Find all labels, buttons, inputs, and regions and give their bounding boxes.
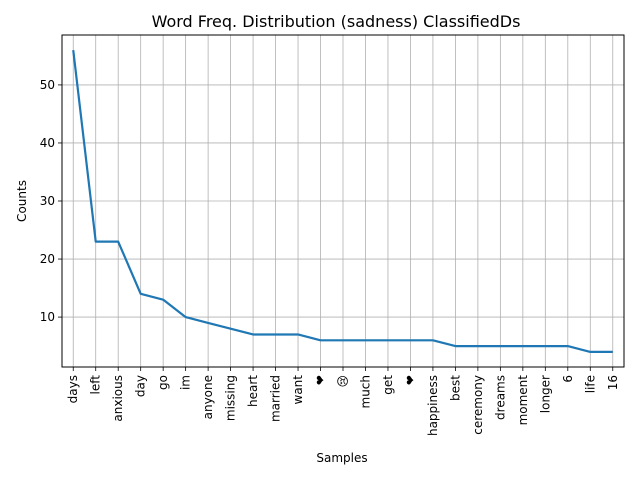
x-tick-label: ceremony bbox=[471, 375, 485, 435]
x-tick-label: days bbox=[66, 375, 80, 403]
grid-lines bbox=[62, 35, 624, 367]
x-tick-label: go bbox=[156, 375, 170, 390]
y-tick-label: 40 bbox=[40, 136, 55, 150]
x-tick-label: ❤ bbox=[314, 375, 328, 385]
x-tick-label: left bbox=[89, 375, 103, 395]
x-tick-label: life bbox=[583, 375, 597, 393]
x-tick-label: day bbox=[134, 375, 148, 397]
x-axis-ticks: days left anxious day go im anyone missing heart… bbox=[66, 367, 620, 436]
x-tick-label: heart bbox=[246, 375, 260, 407]
x-tick-label: much bbox=[358, 375, 372, 409]
y-axis-label: Counts bbox=[15, 180, 29, 222]
x-tick-label: happiness bbox=[426, 375, 440, 436]
y-tick-label: 50 bbox=[40, 78, 55, 92]
x-tick-label: get bbox=[381, 375, 395, 395]
chart-title: Word Freq. Distribution (sadness) Classi… bbox=[152, 12, 521, 31]
y-axis-ticks: 10 20 30 40 50 bbox=[40, 78, 62, 324]
x-tick-label: anxious bbox=[111, 375, 125, 422]
x-tick-label: best bbox=[448, 375, 462, 401]
x-tick-label: 16 bbox=[606, 375, 620, 390]
x-tick-label: moment bbox=[516, 375, 530, 426]
x-tick-label: ❤ bbox=[403, 375, 417, 385]
y-tick-label: 10 bbox=[40, 310, 55, 324]
series-line bbox=[72, 49, 613, 354]
x-tick-label: dreams bbox=[493, 375, 507, 420]
x-tick-label: 6 bbox=[561, 375, 575, 383]
x-axis-label: Samples bbox=[316, 451, 367, 465]
x-tick-label: 😢 bbox=[336, 375, 350, 388]
series-layer bbox=[72, 49, 613, 354]
x-tick-label: married bbox=[269, 375, 283, 422]
x-tick-label: anyone bbox=[201, 375, 215, 419]
y-tick-label: 30 bbox=[40, 194, 55, 208]
x-tick-label: missing bbox=[224, 375, 238, 421]
x-tick-label: longer bbox=[538, 375, 552, 413]
x-tick-label: want bbox=[291, 375, 305, 405]
x-tick-label: im bbox=[179, 375, 193, 390]
y-tick-label: 20 bbox=[40, 252, 55, 266]
